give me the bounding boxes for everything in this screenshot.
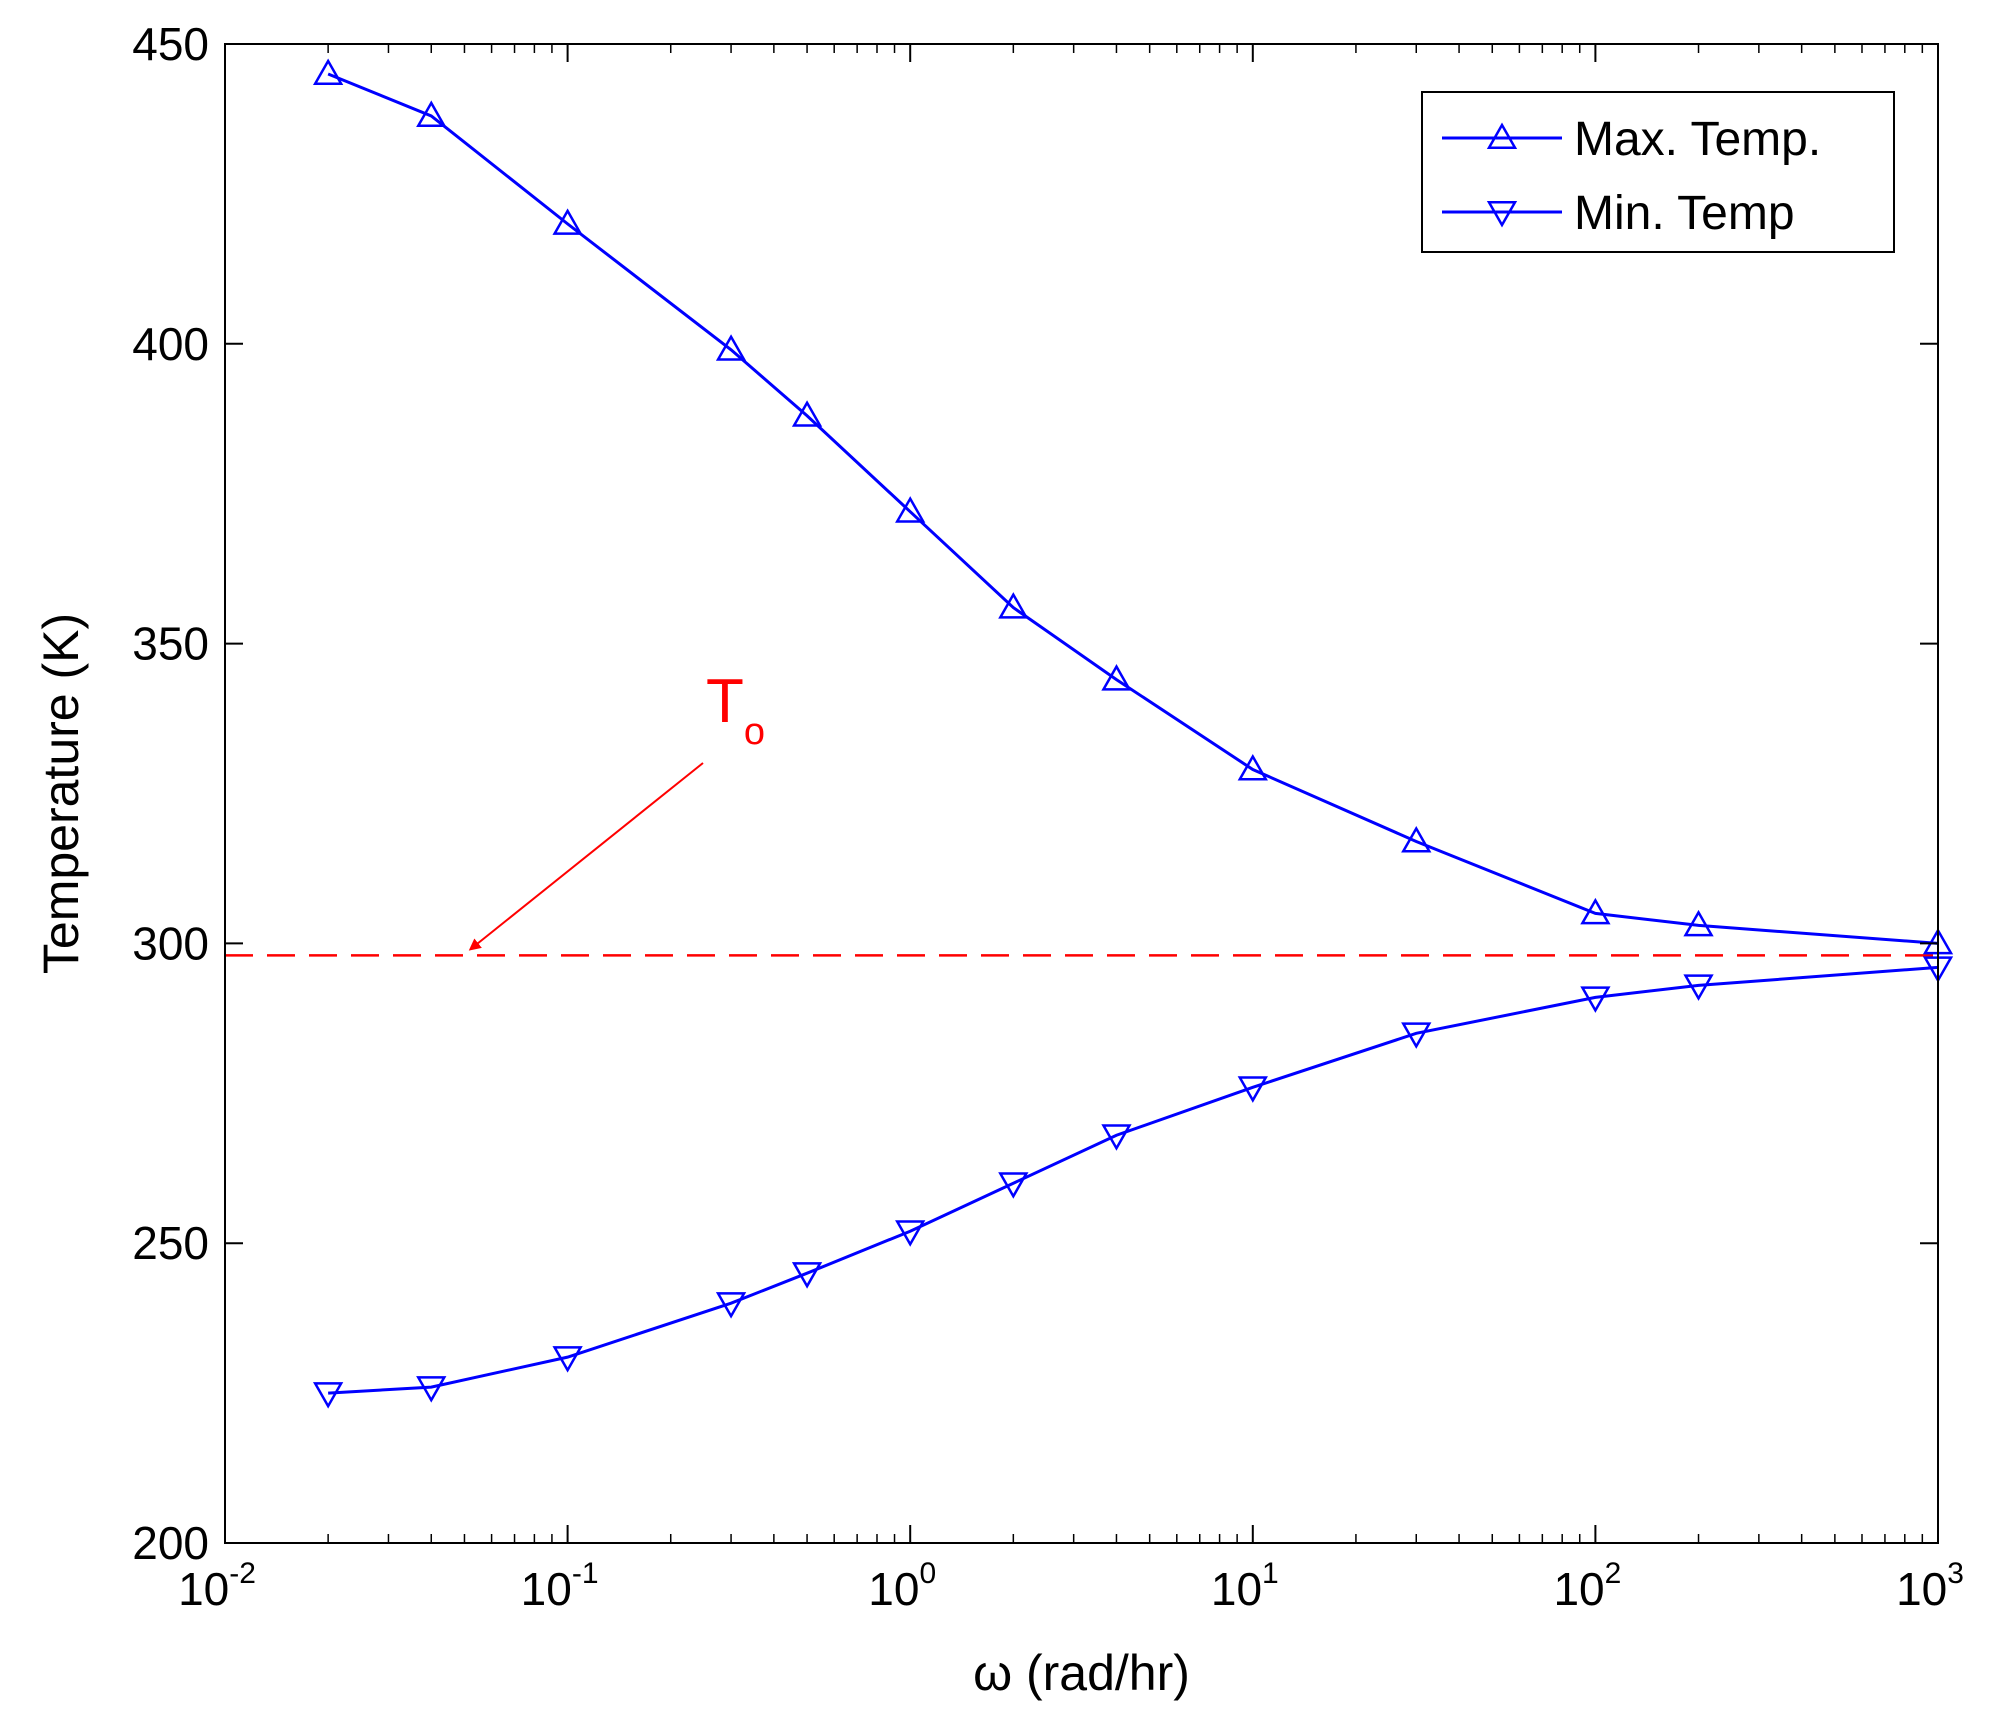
data-point — [1101, 664, 1132, 691]
legend-marker — [1486, 122, 1518, 149]
ticks-layer — [224, 43, 1939, 1544]
y-axis-title: Temperature (K) — [33, 613, 89, 974]
y-tick-label: 450 — [132, 18, 209, 70]
legend-item: Max. Temp. — [1442, 113, 1821, 166]
annotation-arrow — [468, 762, 704, 951]
data-point — [1101, 1124, 1132, 1151]
data-point — [1401, 1022, 1432, 1049]
data-point — [998, 592, 1029, 619]
x-tick-label: 101 — [1211, 1557, 1279, 1615]
annotation-subscript: o — [744, 711, 765, 753]
annotation-label: To — [706, 667, 765, 753]
x-tick-base: 10 — [868, 1563, 919, 1615]
x-tick-exponent: 1 — [1262, 1557, 1279, 1590]
data-point — [552, 208, 583, 235]
x-tick-exponent: -1 — [572, 1557, 599, 1590]
x-tick-label: 10-1 — [521, 1557, 599, 1615]
data-point — [312, 58, 344, 85]
y-tick-label: 250 — [132, 1217, 209, 1269]
data-point — [715, 1292, 747, 1319]
data-point — [1237, 1076, 1268, 1103]
data-point — [791, 400, 823, 427]
series-min-temp — [312, 956, 1954, 1409]
y-tick-label: 350 — [132, 618, 209, 670]
legend: Max. Temp. Min. Temp — [1421, 91, 1895, 253]
annotation-main-text: T — [706, 667, 744, 736]
x-tick-base: 10 — [521, 1563, 572, 1615]
legend-box — [1421, 91, 1895, 253]
x-tick-exponent: 3 — [1947, 1557, 1964, 1590]
x-axis-title: ω (rad/hr) — [973, 1645, 1190, 1701]
data-point — [552, 1346, 583, 1373]
x-tick-label: 10-2 — [178, 1557, 256, 1615]
legend-label: Min. Temp — [1574, 187, 1795, 240]
y-tick-label: 300 — [132, 917, 209, 969]
x-tick-label: 102 — [1553, 1557, 1621, 1615]
data-point — [715, 334, 747, 361]
series-layer — [312, 58, 1954, 1409]
x-tick-base: 10 — [1896, 1563, 1947, 1615]
y-tick-label: 200 — [132, 1517, 209, 1569]
x-tick-base: 10 — [1211, 1563, 1262, 1615]
data-point — [1683, 974, 1714, 1001]
x-tick-exponent: 0 — [919, 1557, 936, 1590]
data-point — [1237, 753, 1268, 781]
data-point — [416, 1376, 447, 1403]
data-point — [1401, 825, 1432, 853]
data-point — [1580, 897, 1611, 925]
annotation-t0: To — [468, 667, 765, 951]
data-point — [895, 496, 926, 523]
axes-frame — [224, 43, 1939, 1544]
data-point — [791, 1262, 823, 1289]
x-tick-exponent: 2 — [1605, 1557, 1622, 1590]
data-point — [1683, 909, 1714, 937]
x-tick-exponent: -2 — [229, 1557, 256, 1590]
data-point — [312, 1382, 344, 1409]
x-tick-base: 10 — [178, 1563, 229, 1615]
legend-marker — [1486, 201, 1518, 228]
x-tick-label: 100 — [868, 1557, 936, 1615]
legend-item: Min. Temp — [1442, 187, 1795, 240]
x-tick-base: 10 — [1553, 1563, 1604, 1615]
data-point — [416, 100, 447, 127]
y-tick-label: 400 — [132, 318, 209, 370]
series-line — [327, 72, 1939, 945]
data-point — [998, 1172, 1029, 1199]
data-point — [895, 1220, 926, 1247]
x-tick-label: 103 — [1896, 1557, 1964, 1615]
legend-label: Max. Temp. — [1574, 113, 1821, 166]
series-line — [328, 965, 1939, 1395]
data-point — [1580, 986, 1611, 1013]
